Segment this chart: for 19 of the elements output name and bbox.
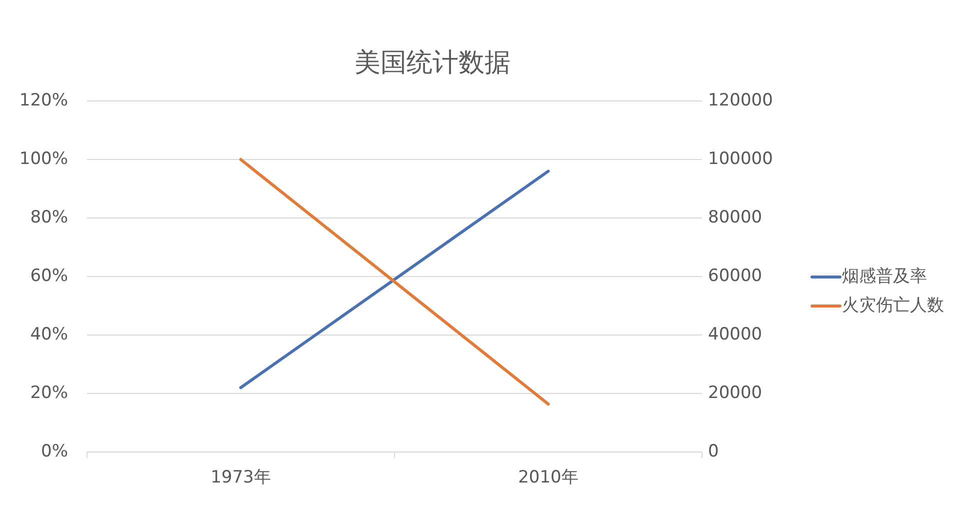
y-tick-label: 60% xyxy=(30,266,68,286)
x-tick-label: 2010年 xyxy=(518,468,578,488)
legend-label: 烟感普及率 xyxy=(842,266,927,287)
y-tick-label: 100% xyxy=(19,149,68,170)
legend-label: 火灾伤亡人数 xyxy=(842,296,944,316)
y2-tick-label: 100000 xyxy=(708,149,773,170)
y-tick-label: 80% xyxy=(30,208,68,228)
y-tick-label: 20% xyxy=(30,383,68,404)
y2-tick-label: 20000 xyxy=(708,383,762,404)
x-tick-label: 1973年 xyxy=(210,468,271,488)
y2-tick-label: 40000 xyxy=(708,324,762,345)
y2-tick-label: 80000 xyxy=(708,208,762,228)
y2-tick-label: 0 xyxy=(708,442,719,462)
y2-tick-label: 120000 xyxy=(708,90,773,111)
y-tick-label: 40% xyxy=(30,324,68,345)
y2-tick-label: 60000 xyxy=(708,266,762,286)
chart-title: 美国统计数据 xyxy=(354,48,510,78)
y-tick-label: 120% xyxy=(19,90,68,111)
y-tick-label: 0% xyxy=(41,442,68,462)
